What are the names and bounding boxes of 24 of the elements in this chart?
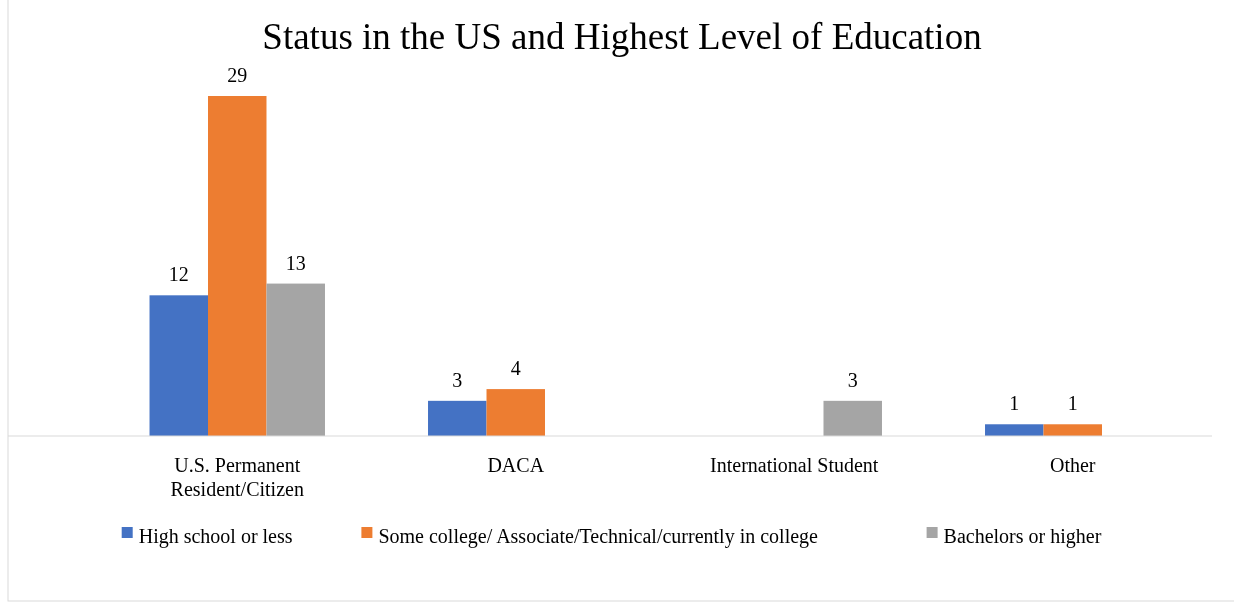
bar <box>208 96 267 436</box>
bar <box>985 424 1044 436</box>
data-label: 3 <box>847 368 858 391</box>
bar <box>149 295 209 436</box>
x-tick-label: DACA <box>487 454 545 476</box>
data-label: 13 <box>285 251 306 274</box>
bar <box>486 389 545 436</box>
data-label: 3 <box>452 368 463 391</box>
x-tick-label: U.S. Permanent Resident/Citizen <box>170 454 304 500</box>
bar <box>1043 424 1102 436</box>
bar <box>266 283 325 436</box>
data-label: 1 <box>1067 392 1078 415</box>
data-label: 4 <box>510 357 521 380</box>
legend-label: Some college/ Associate/Technical/currently in college <box>378 524 819 548</box>
data-label: 1 <box>1009 392 1020 415</box>
bar <box>823 400 882 436</box>
legend-label: Bachelors or higher <box>943 524 1102 548</box>
data-label: 12 <box>168 263 189 286</box>
x-tick-label: International Student <box>710 454 879 476</box>
bar <box>428 400 487 436</box>
x-tick-label: Other <box>1049 454 1096 476</box>
chart-title: Status in the US and Highest Level of Education <box>262 16 982 57</box>
legend-label: High school or less <box>138 524 293 548</box>
data-label: 29 <box>227 64 248 86</box>
